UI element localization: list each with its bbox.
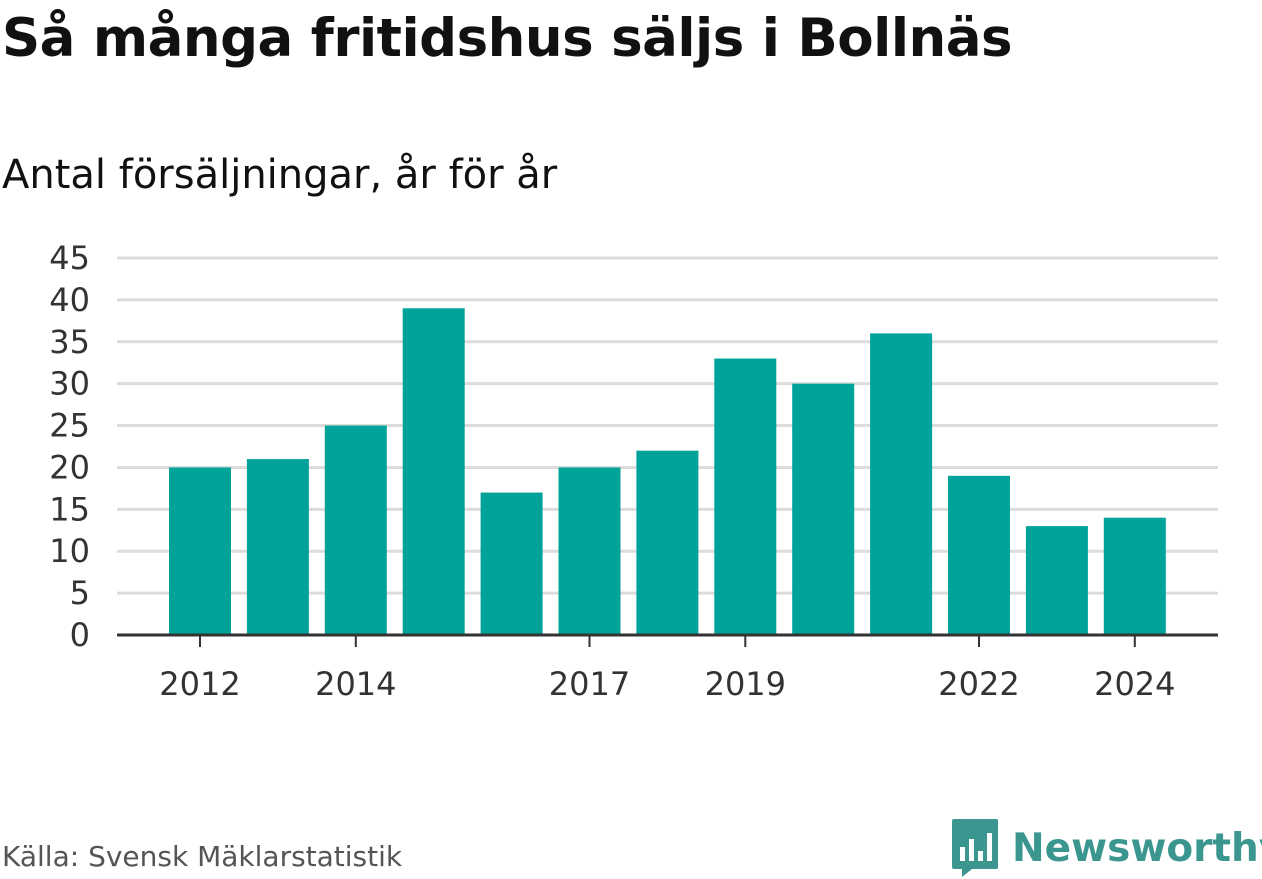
bar-2021: [870, 333, 933, 635]
x-tick-label: 2022: [938, 665, 1019, 703]
y-tick-label: 35: [49, 323, 90, 361]
bar-chart-speech-bubble-icon: [952, 819, 998, 877]
bar-2024: [1103, 517, 1166, 635]
chart-subtitle: Antal försäljningar, år för år: [2, 152, 558, 198]
source-note: Källa: Svensk Mäklarstatistik: [2, 840, 403, 873]
bar-2015: [402, 308, 465, 635]
y-tick-label: 5: [70, 574, 90, 612]
brand-name: Newsworthy: [1012, 825, 1262, 871]
x-tick-label: 2024: [1094, 665, 1175, 703]
bar-2017: [558, 467, 621, 635]
bar-2016: [480, 492, 543, 635]
y-tick-label: 20: [49, 448, 90, 486]
chart-title: Så många fritidshus säljs i Bollnäs: [2, 8, 1013, 69]
bar-2018: [636, 450, 699, 635]
bar-2020: [792, 383, 855, 635]
bar-2012: [169, 467, 231, 635]
y-tick-label: 0: [70, 616, 90, 654]
x-tick-label: 2014: [315, 665, 396, 703]
bar-2014: [324, 425, 387, 635]
bar-2022: [948, 475, 1010, 635]
x-tick-label: 2017: [549, 665, 630, 703]
bar-2013: [246, 459, 309, 635]
bar-2019: [714, 358, 777, 635]
x-tick-label: 2012: [159, 665, 240, 703]
bars: [169, 308, 1166, 635]
brand-logo: Newsworthy: [950, 818, 1262, 878]
bar-2023: [1025, 526, 1088, 635]
y-tick-label: 15: [49, 490, 90, 528]
y-tick-label: 45: [49, 239, 90, 277]
x-tick-label: 2019: [705, 665, 786, 703]
y-tick-label: 10: [49, 532, 90, 570]
y-tick-label: 40: [49, 281, 90, 319]
y-tick-label: 30: [49, 365, 90, 403]
y-tick-label: 25: [49, 407, 90, 445]
